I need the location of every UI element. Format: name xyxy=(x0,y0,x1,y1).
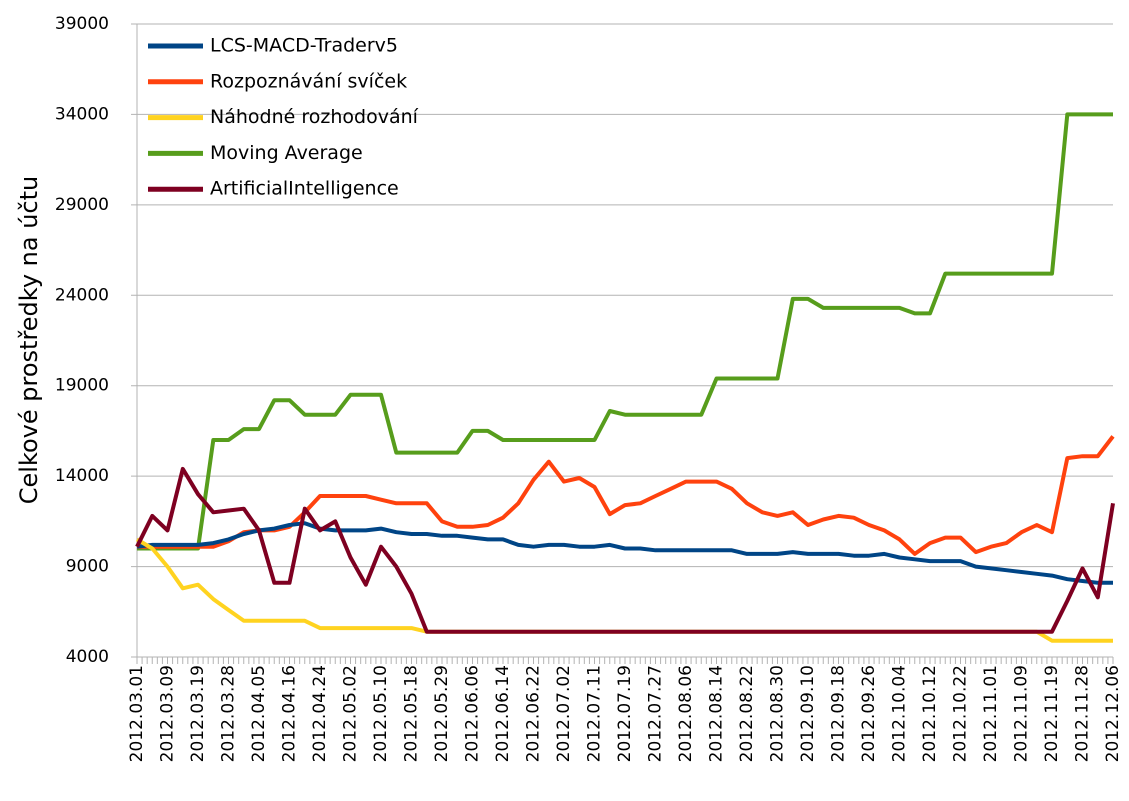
x-tick-label: 2012.11.28 xyxy=(1073,665,1093,762)
x-tick-label: 2012.09.10 xyxy=(798,665,818,762)
x-tick-label: 2012.08.22 xyxy=(737,665,757,762)
legend-label: Rozpoznávání svíček xyxy=(210,70,407,92)
x-tick-label: 2012.05.29 xyxy=(432,665,452,762)
x-tick-label: 2012.03.09 xyxy=(158,665,178,762)
x-tick-label: 2012.06.14 xyxy=(493,665,513,762)
y-axis-label: Celkové prostředky na účtu xyxy=(15,176,43,504)
x-tick-label: 2012.10.04 xyxy=(890,665,910,762)
x-tick-label: 2012.07.19 xyxy=(615,665,635,762)
series-line xyxy=(136,521,1113,585)
legend-label: ArtificialIntelligence xyxy=(210,178,399,200)
y-tick-label: 24000 xyxy=(55,285,109,305)
x-tick-label: 2012.04.24 xyxy=(310,665,330,762)
x-tick-label: 2012.10.12 xyxy=(920,665,940,762)
x-tick-label: 2012.04.16 xyxy=(280,665,300,762)
series-line xyxy=(135,466,1115,634)
x-tick-label: 2012.07.27 xyxy=(646,665,666,762)
y-tick-label: 4000 xyxy=(66,647,109,667)
x-tick-label: 2012.11.19 xyxy=(1042,665,1062,762)
x-tick-label: 2012.06.22 xyxy=(524,665,544,762)
legend-label: Náhodné rozhodování xyxy=(210,106,419,128)
y-tick-label: 19000 xyxy=(55,376,109,396)
x-tick-label: 2012.05.10 xyxy=(371,665,391,762)
x-tick-label: 2012.09.18 xyxy=(829,665,849,762)
x-tick-label: 2012.05.02 xyxy=(341,665,361,762)
x-tick-label: 2012.07.02 xyxy=(554,665,574,762)
series-line xyxy=(137,435,1115,556)
x-tick-label: 2012.06.06 xyxy=(463,665,483,762)
y-tick-label: 39000 xyxy=(55,14,109,34)
x-tick-label: 2012.04.05 xyxy=(249,665,269,762)
x-tick-label: 2012.11.09 xyxy=(1012,665,1032,762)
x-tick-label: 2012.09.26 xyxy=(859,665,879,762)
x-tick-label: 2012.08.14 xyxy=(707,665,727,762)
x-tick-label: 2012.11.01 xyxy=(981,665,1001,762)
x-tick-label: 2012.12.06 xyxy=(1103,665,1123,762)
y-tick-label: 14000 xyxy=(55,466,109,486)
x-tick-label: 2012.03.01 xyxy=(127,665,147,762)
y-tick-label: 29000 xyxy=(55,195,109,215)
y-tick-label: 9000 xyxy=(66,557,109,577)
y-tick-label: 34000 xyxy=(55,104,109,124)
series-line xyxy=(137,112,1113,551)
series-line xyxy=(135,537,1113,643)
legend-label: Moving Average xyxy=(210,142,363,164)
x-tick-label: 2012.03.19 xyxy=(188,665,208,762)
x-tick-label: 2012.10.22 xyxy=(951,665,971,762)
x-tick-label: 2012.08.06 xyxy=(676,665,696,762)
legend-label: LCS-MACD-Traderv5 xyxy=(210,35,398,57)
x-tick-label: 2012.07.11 xyxy=(585,665,605,762)
x-tick-label: 2012.03.28 xyxy=(219,665,239,762)
x-tick-label: 2012.05.18 xyxy=(402,665,422,762)
x-tick-label: 2012.08.30 xyxy=(768,665,788,762)
